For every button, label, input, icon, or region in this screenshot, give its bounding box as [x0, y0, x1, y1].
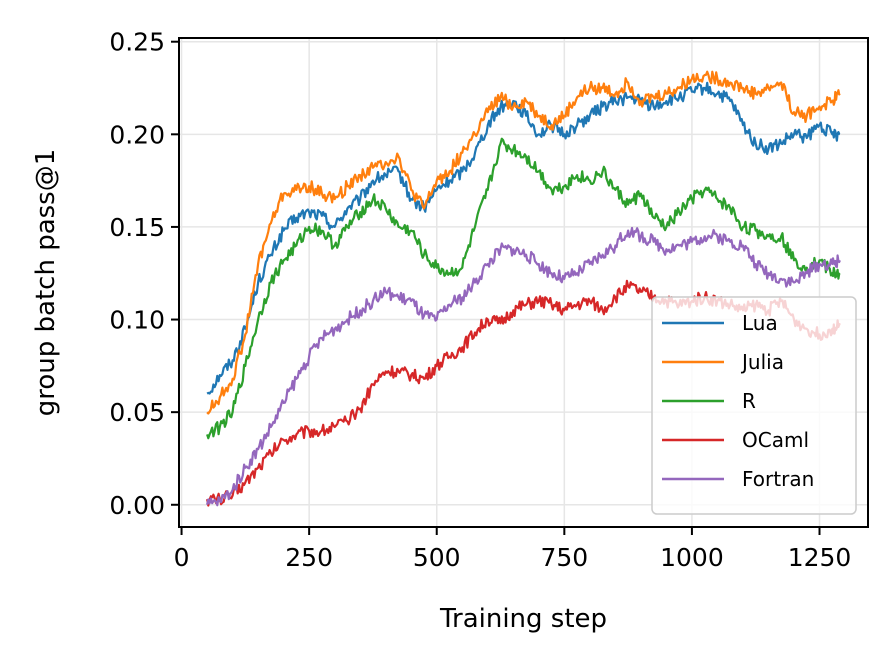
- x-tick-label: 250: [285, 543, 333, 572]
- series-line-lua: [206, 81, 841, 395]
- legend: Lua Julia R OCaml Fortran: [651, 296, 857, 515]
- legend-box: [651, 296, 857, 515]
- y-tick-label: 0.10: [109, 306, 165, 335]
- series-line-fortran: [206, 226, 841, 507]
- x-tick-label: 1000: [660, 543, 724, 572]
- legend-label-lua: Lua: [742, 311, 778, 335]
- y-tick-label: 0.20: [109, 120, 165, 149]
- plot-frame: [178, 37, 869, 528]
- grid: [179, 38, 868, 527]
- series-line-r: [206, 137, 841, 440]
- x-axis-title: Training step: [439, 604, 607, 634]
- legend-label-r: R: [742, 389, 756, 413]
- x-tick-label: 0: [174, 543, 190, 572]
- y-tick-label: 0.25: [109, 28, 165, 57]
- y-axis: 0.00 0.05 0.10 0.15 0.20 0.25: [109, 28, 179, 520]
- x-tick-label: 500: [413, 543, 461, 572]
- legend-label-fortran: Fortran: [742, 467, 814, 491]
- legend-label-ocaml: OCaml: [742, 428, 809, 452]
- y-tick-label: 0.05: [109, 398, 165, 427]
- y-axis-title: group batch pass@1: [31, 149, 61, 417]
- y-tick-label: 0.15: [109, 213, 165, 242]
- x-tick-label: 750: [540, 543, 588, 572]
- legend-label-julia: Julia: [740, 350, 784, 374]
- x-tick-label: 1250: [788, 543, 852, 572]
- series-line-julia: [206, 70, 841, 415]
- y-tick-label: 0.00: [109, 491, 165, 520]
- x-axis: 0 250 500 750 1000 1250: [174, 527, 852, 572]
